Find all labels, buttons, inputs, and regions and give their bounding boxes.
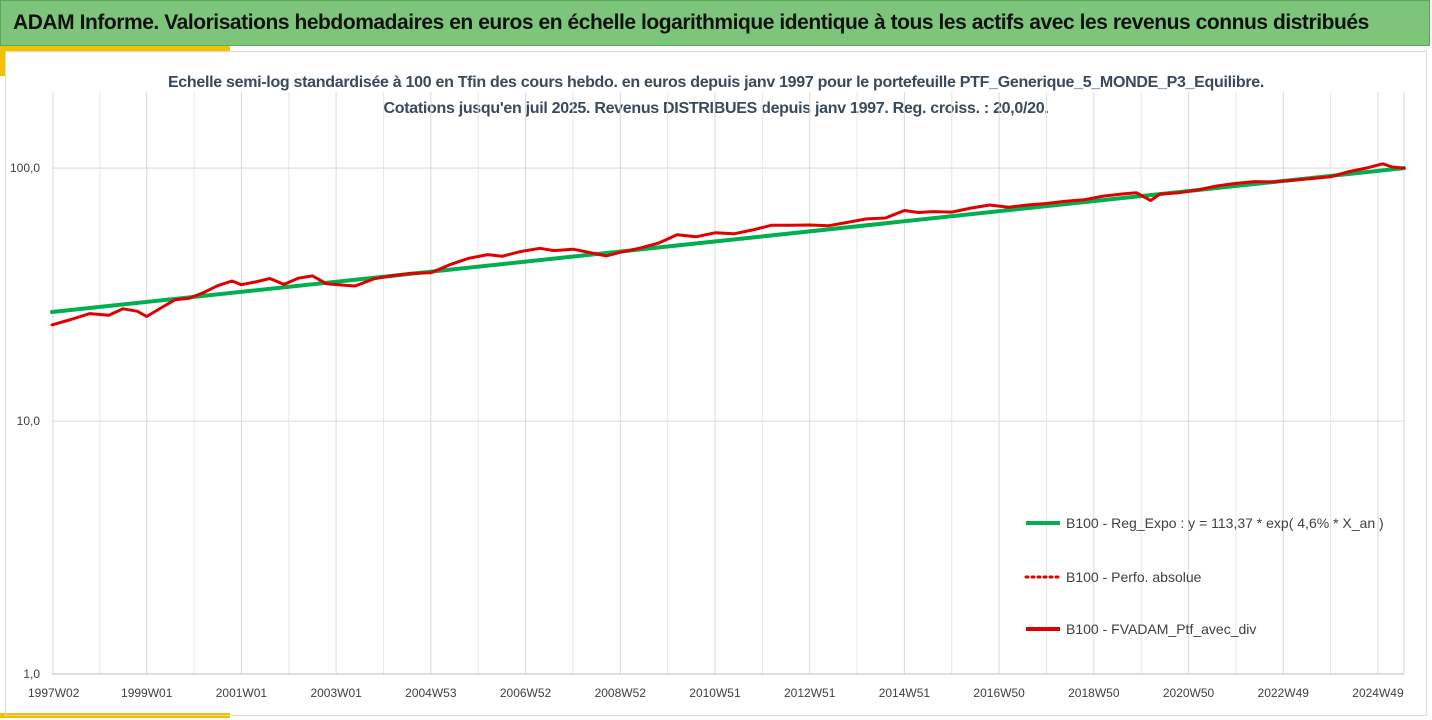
x-tick-label: 2016W50 — [973, 686, 1025, 700]
x-tick-label: 1999W01 — [121, 686, 173, 700]
x-tick-label: 1997W02 — [28, 686, 80, 700]
chart-subtitle: Echelle semi-log standardisée à 100 en T… — [0, 70, 1432, 122]
y-tick-labels: 1,0 10,0 100,0 — [10, 161, 40, 681]
title-banner: ADAM Informe. Valorisations hebdomadaire… — [0, 0, 1430, 46]
legend: B100 - Reg_Expo : y = 113,37 * exp( 4,6%… — [1024, 515, 1384, 637]
chart-title-line-1: Echelle semi-log standardisée à 100 en T… — [167, 74, 1265, 91]
x-tick-label: 2020W50 — [1163, 686, 1215, 700]
accent-bar-left — [0, 46, 5, 76]
portfolio-line — [50, 162, 1406, 327]
legend-label: B100 - Perfo. absolue — [1066, 569, 1202, 585]
x-tick-label: 2010W51 — [689, 686, 741, 700]
x-tick-label: 2001W01 — [216, 686, 268, 700]
x-tick-label: 2022W49 — [1258, 686, 1310, 700]
chart-title-line-2: Cotations jusqu'en juil 2025. Revenus DI… — [383, 100, 1049, 117]
accent-bar-top — [0, 46, 230, 51]
x-tick-label: 2012W51 — [784, 686, 836, 700]
y-tick-label: 1,0 — [23, 667, 40, 681]
legend-label: B100 - Reg_Expo : y = 113,37 * exp( 4,6%… — [1066, 515, 1384, 531]
x-tick-label: 2014W51 — [879, 686, 931, 700]
y-tick-label: 100,0 — [10, 161, 40, 175]
x-tick-label: 2006W52 — [500, 686, 552, 700]
x-tick-label: 2008W52 — [595, 686, 647, 700]
legend-label: B100 - FVADAM_Ptf_avec_div — [1066, 621, 1256, 637]
chart-frame — [5, 51, 1427, 716]
x-tick-label: 2024W49 — [1352, 686, 1404, 700]
y-tick-label: 10,0 — [17, 414, 41, 428]
x-tick-label: 2004W53 — [405, 686, 457, 700]
banner-title: ADAM Informe. Valorisations hebdomadaire… — [13, 11, 1369, 34]
x-tick-label: 2003W01 — [310, 686, 362, 700]
x-tick-label: 2018W50 — [1068, 686, 1120, 700]
grid-lines — [52, 92, 1405, 675]
series-layer — [50, 162, 1406, 327]
x-tick-labels: 1997W02 1999W01 2001W01 2003W01 2004W53 2006W… — [28, 686, 1404, 700]
